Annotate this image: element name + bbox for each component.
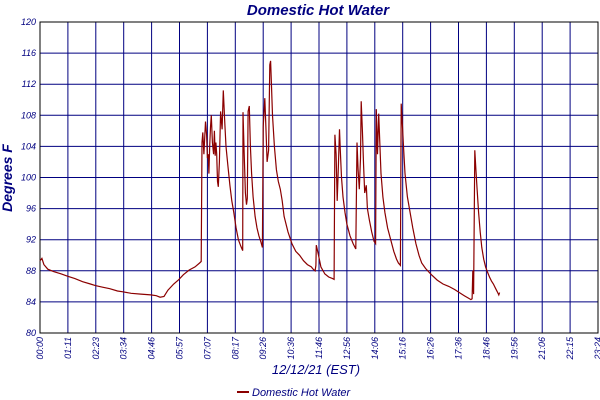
y-axis-ticks: 80 84 88 92 96 100 104 108 112 116 120 xyxy=(21,17,36,338)
y-tick-label: 116 xyxy=(22,48,36,58)
y-tick-label: 120 xyxy=(21,17,36,27)
x-tick-label: 21:06 xyxy=(537,337,547,361)
x-tick-label: 09:26 xyxy=(258,337,268,360)
y-tick-label: 84 xyxy=(26,297,36,307)
x-tick-label: 19:56 xyxy=(509,337,519,360)
grid xyxy=(40,22,598,333)
x-tick-label: 02:23 xyxy=(91,337,101,360)
x-tick-label: 00:00 xyxy=(35,337,45,360)
y-axis-label: Degrees F xyxy=(0,144,15,212)
x-tick-label: 14:06 xyxy=(370,337,380,360)
x-tick-label: 15:16 xyxy=(398,337,408,360)
x-tick-label: 07:07 xyxy=(202,336,212,360)
y-tick-label: 112 xyxy=(22,79,36,89)
x-tick-label: 12:56 xyxy=(342,337,352,360)
x-tick-label: 17:36 xyxy=(454,337,464,360)
x-axis-label: 12/12/21 (EST) xyxy=(272,362,360,377)
y-tick-label: 96 xyxy=(26,204,36,214)
y-tick-label: 92 xyxy=(26,235,36,245)
x-tick-label: 04:46 xyxy=(147,337,157,360)
chart-title: Domestic Hot Water xyxy=(247,2,390,19)
x-tick-label: 18:46 xyxy=(481,337,491,360)
plot-frame xyxy=(39,21,599,334)
x-tick-label: 10:36 xyxy=(286,337,296,360)
y-tick-label: 80 xyxy=(26,328,36,338)
y-tick-label: 100 xyxy=(21,173,36,183)
x-tick-label: 08:17 xyxy=(230,336,240,360)
x-tick-label: 11:46 xyxy=(314,337,324,359)
legend: Domestic Hot Water xyxy=(237,387,352,399)
x-tick-label: 16:26 xyxy=(426,337,436,360)
x-tick-label: 23:24 xyxy=(593,337,600,361)
y-tick-label: 104 xyxy=(21,141,36,151)
x-tick-label: 22:15 xyxy=(565,336,575,361)
y-tick-label: 88 xyxy=(26,266,36,276)
x-tick-label: 03:34 xyxy=(119,337,129,360)
x-axis-ticks: 00:00 01:11 02:23 03:34 04:46 05:57 07:07 08:17… xyxy=(35,336,600,361)
x-tick-label: 01:11 xyxy=(63,337,73,359)
legend-label: Domestic Hot Water xyxy=(252,387,352,399)
x-tick-label: 05:57 xyxy=(175,336,185,360)
y-tick-label: 108 xyxy=(21,110,36,120)
series-line-domestic-hot-water xyxy=(39,60,501,301)
